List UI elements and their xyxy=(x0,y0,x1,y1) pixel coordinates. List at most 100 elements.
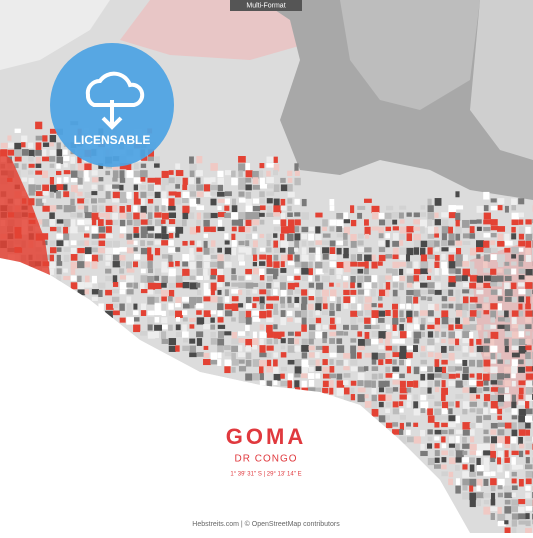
city-block xyxy=(400,415,406,420)
city-block xyxy=(273,359,278,366)
city-block xyxy=(364,289,369,295)
city-block xyxy=(274,248,281,253)
city-block xyxy=(365,401,372,408)
city-block xyxy=(154,212,161,217)
city-block xyxy=(294,255,299,263)
city-block xyxy=(120,275,127,279)
city-block xyxy=(427,325,435,329)
city-block xyxy=(134,254,140,260)
city-block xyxy=(400,381,406,388)
city-block xyxy=(266,157,274,163)
city-block xyxy=(434,409,441,417)
city-block xyxy=(526,500,533,508)
city-block xyxy=(490,408,496,413)
city-block xyxy=(343,261,350,268)
city-block xyxy=(484,297,489,303)
city-block xyxy=(372,226,380,230)
city-block xyxy=(456,436,460,443)
city-block xyxy=(294,248,298,252)
city-block xyxy=(350,205,354,213)
city-block xyxy=(442,268,449,275)
city-block xyxy=(336,268,342,274)
city-block xyxy=(512,472,517,477)
city-block xyxy=(448,205,456,213)
city-block xyxy=(462,464,467,469)
city-block xyxy=(106,226,112,233)
city-block xyxy=(238,276,244,281)
city-block xyxy=(231,346,238,352)
city-block xyxy=(462,353,468,357)
city-block xyxy=(154,276,159,281)
city-block xyxy=(85,212,92,218)
city-block xyxy=(308,318,314,324)
city-block xyxy=(399,227,406,234)
city-block xyxy=(406,248,413,255)
city-block xyxy=(133,213,139,220)
city-block xyxy=(189,185,195,192)
city-block xyxy=(63,269,68,273)
city-block xyxy=(518,359,524,364)
city-block xyxy=(350,311,358,317)
city-block xyxy=(42,219,49,227)
city-block xyxy=(203,255,210,261)
city-block xyxy=(393,408,400,414)
city-block xyxy=(505,500,511,505)
city-block xyxy=(316,297,323,304)
city-block xyxy=(92,177,99,182)
city-block xyxy=(196,178,200,184)
city-block xyxy=(434,241,439,247)
city-block xyxy=(113,311,120,316)
city-block xyxy=(490,367,497,374)
city-block xyxy=(252,219,259,225)
city-block xyxy=(378,303,383,307)
city-block xyxy=(112,198,119,202)
city-block xyxy=(210,227,215,232)
city-block xyxy=(505,423,512,429)
city-block xyxy=(57,227,61,233)
country: DR CONGO xyxy=(235,454,298,465)
city-block xyxy=(217,339,224,346)
city-block xyxy=(469,457,475,463)
city-block xyxy=(309,331,316,339)
city-block xyxy=(155,283,162,289)
city-block xyxy=(428,234,435,239)
city-block xyxy=(497,226,505,232)
city-block xyxy=(407,276,414,284)
city-block xyxy=(21,177,27,181)
city-block xyxy=(372,388,377,395)
city-block xyxy=(189,353,196,357)
city-block xyxy=(512,317,517,324)
city-block xyxy=(491,401,499,409)
city-block xyxy=(463,318,470,326)
city-block xyxy=(441,388,448,395)
city-block xyxy=(126,234,132,240)
city-block xyxy=(162,234,169,239)
city-block xyxy=(315,332,323,339)
city-block xyxy=(414,240,420,248)
city-block xyxy=(407,366,411,373)
city-block xyxy=(428,304,435,311)
city-block xyxy=(217,290,221,295)
city-block xyxy=(518,520,526,524)
city-block xyxy=(512,493,516,497)
city-block xyxy=(197,317,204,324)
city-block xyxy=(141,226,148,234)
city-block xyxy=(98,185,103,191)
city-block xyxy=(413,262,418,269)
city-block xyxy=(470,324,478,330)
city-block xyxy=(427,219,432,227)
city-block xyxy=(147,261,152,268)
city-block xyxy=(484,380,489,385)
city-block xyxy=(483,227,490,231)
city-block xyxy=(511,269,516,275)
city-block xyxy=(344,387,350,395)
city-block xyxy=(483,310,489,314)
city-block xyxy=(413,401,418,408)
city-block xyxy=(77,171,83,177)
city-block xyxy=(519,255,524,261)
city-block xyxy=(414,408,421,415)
city-block xyxy=(350,276,355,283)
city-block xyxy=(238,331,246,336)
city-block xyxy=(413,227,420,231)
city-block xyxy=(484,352,490,356)
